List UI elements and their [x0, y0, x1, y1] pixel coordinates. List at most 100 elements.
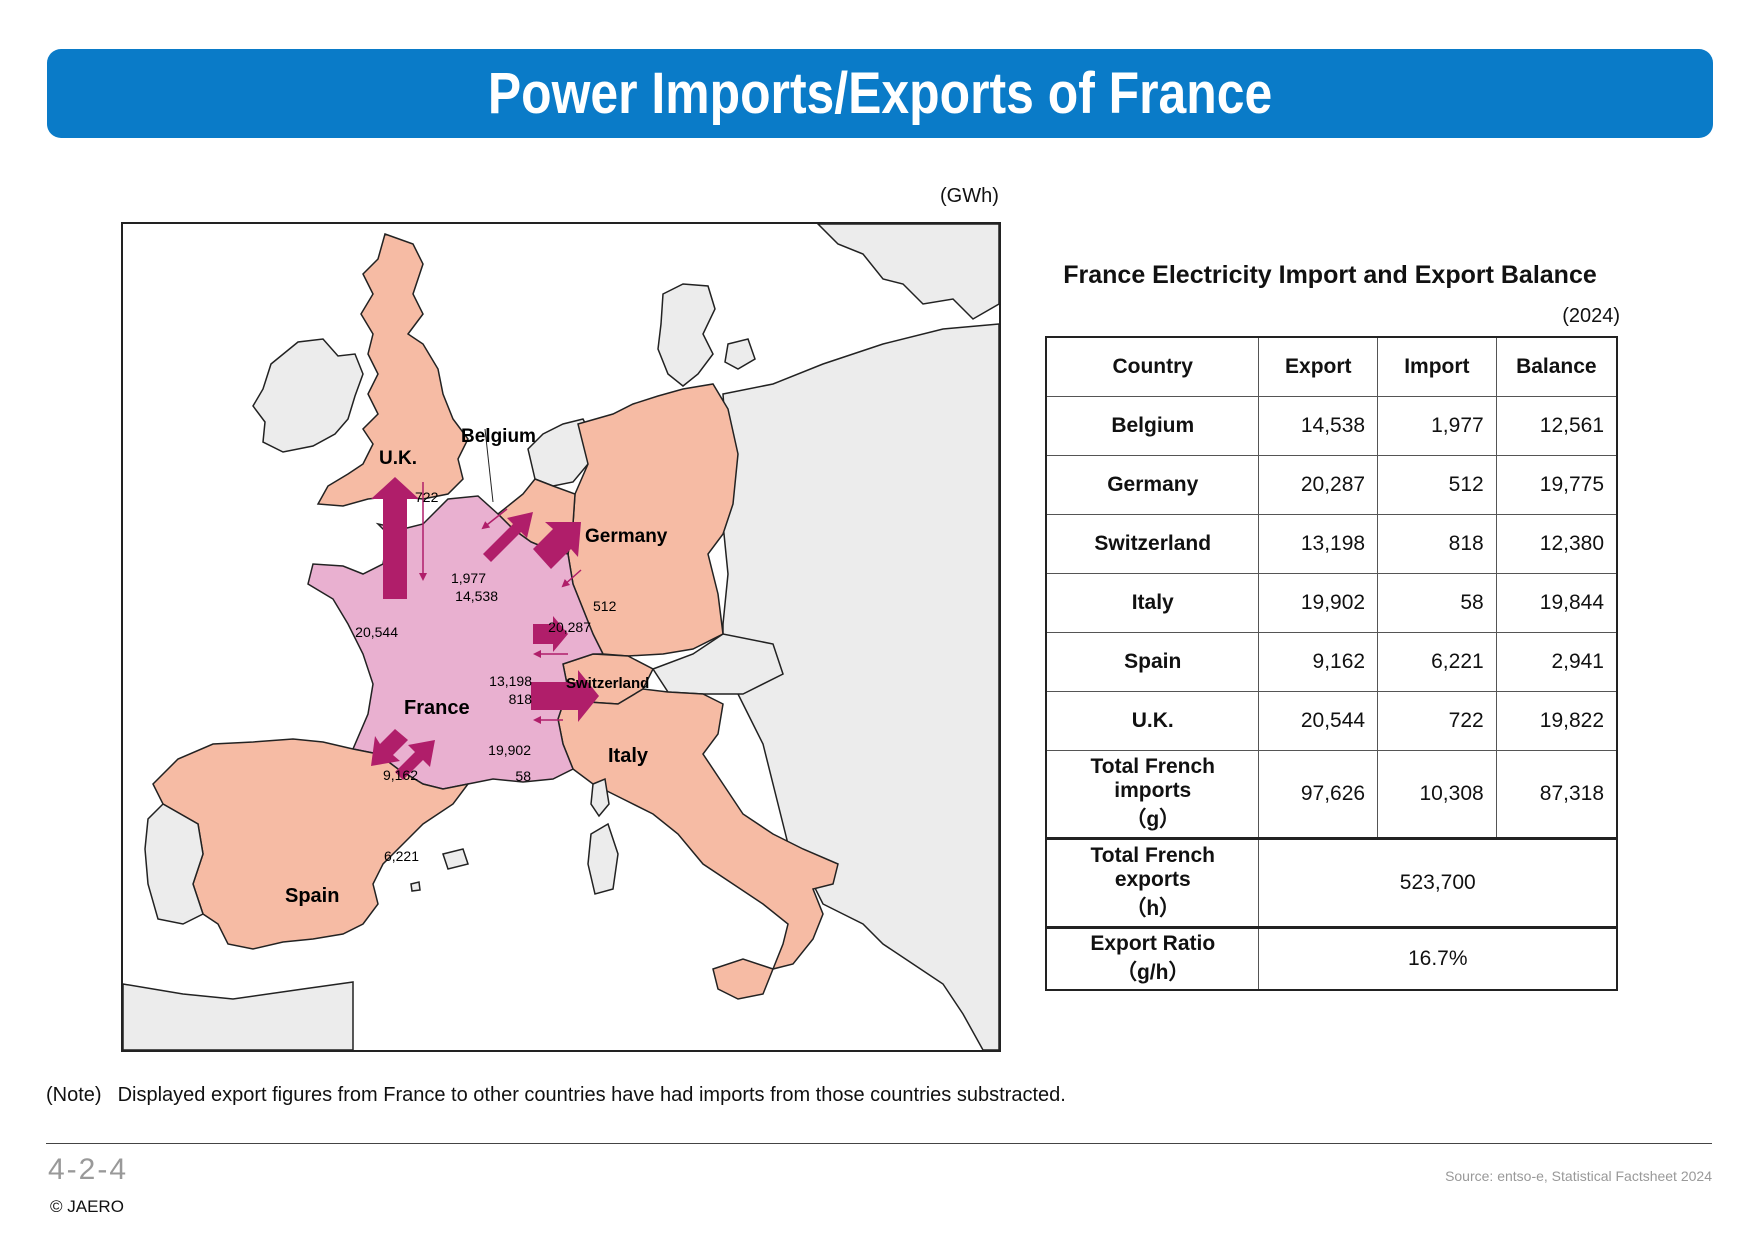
north-africa-shape [123, 981, 354, 1050]
total-exports-label-line1: Total French exports [1090, 844, 1215, 891]
germany-export-arrow [533, 522, 581, 569]
portugal-shape [144, 803, 204, 925]
flow-italy-import: 58 [515, 768, 531, 784]
page-number: 4-2-4 [48, 1153, 129, 1186]
sicily-shape [712, 958, 774, 1000]
cell-balance: 2,941 [1495, 632, 1618, 692]
cell-country: Switzerland [1045, 514, 1260, 574]
title-banner: Power Imports/Exports of France [47, 49, 1713, 138]
cell-export: 13,198 [1258, 514, 1379, 574]
uk-export-arrow [371, 477, 419, 599]
label-uk: U.K. [379, 448, 417, 469]
total-exports-row: Total French exports （h） 523,700 [1045, 837, 1618, 928]
cell-export: 9,162 [1258, 632, 1379, 692]
table-row: Italy 19,902 58 19,844 [1045, 573, 1618, 633]
header-country: Country [1045, 336, 1260, 397]
total-imports-label-line1: Total French imports [1090, 755, 1215, 802]
label-france: France [404, 697, 470, 719]
table-row: U.K. 20,544 722 19,822 [1045, 691, 1618, 751]
header-import: Import [1377, 336, 1497, 397]
footnote: (Note) Displayed export figures from Fran… [46, 1084, 1066, 1107]
label-belgium: Belgium [461, 426, 536, 447]
flow-switzerland-export: 13,198 [489, 673, 532, 689]
cell-balance: 12,380 [1495, 514, 1618, 574]
cell-export: 20,287 [1258, 455, 1379, 515]
denmark-shape [657, 283, 716, 387]
total-imports-row: Total French imports （g） 97,626 10,308 8… [1045, 750, 1618, 839]
spain-import-arrow [395, 740, 435, 780]
germany-shape [567, 383, 739, 657]
label-italy: Italy [608, 745, 649, 767]
cell-import: 6,221 [1377, 632, 1497, 692]
total-imports-export: 97,626 [1258, 750, 1379, 839]
uk-shape [316, 233, 469, 507]
cell-balance: 12,561 [1495, 396, 1618, 456]
export-ratio-value: 16.7% [1258, 926, 1618, 991]
cell-country: Spain [1045, 632, 1260, 692]
table-header-row: Country Export Import Balance [1045, 336, 1618, 397]
balance-table: Country Export Import Balance Belgium 14… [1045, 336, 1618, 991]
source-credit: Source: entso-e, Statistical Factsheet 2… [1445, 1168, 1712, 1184]
flow-spain-export: 9,162 [383, 767, 418, 783]
cell-export: 20,544 [1258, 691, 1379, 751]
cell-import: 1,977 [1377, 396, 1497, 456]
footer-divider [46, 1143, 1712, 1144]
total-imports-import: 10,308 [1377, 750, 1497, 839]
label-spain: Spain [285, 885, 339, 907]
flow-switzerland-import: 818 [509, 691, 533, 707]
flow-belgium-import: 1,977 [451, 570, 486, 586]
ireland-shape [252, 338, 364, 453]
cell-country: Italy [1045, 573, 1260, 633]
switzerland-export-arrow [533, 616, 568, 652]
total-imports-label-line2: （g） [1125, 808, 1181, 831]
sardinia-shape [587, 822, 619, 895]
cell-country: Germany [1045, 455, 1260, 515]
total-imports-label: Total French imports （g） [1045, 750, 1260, 839]
scandinavia-shape [816, 224, 999, 320]
map-svg: U.K. Belgium Germany France Switzerland … [123, 224, 999, 1050]
flow-belgium-export: 14,538 [455, 588, 498, 604]
italy-shape [557, 687, 839, 971]
germany-import-arrow [561, 569, 582, 588]
spain-export-arrow [371, 729, 408, 766]
belgium-import-arrow [481, 508, 508, 530]
cell-balance: 19,844 [1495, 573, 1618, 633]
table-row: Spain 9,162 6,221 2,941 [1045, 632, 1618, 692]
unit-label: (GWh) [940, 185, 999, 207]
table-title: France Electricity Import and Export Bal… [1063, 261, 1597, 289]
header-export: Export [1258, 336, 1379, 397]
flow-germany-export: 20,287 [548, 619, 591, 635]
flow-germany-import: 512 [593, 598, 617, 614]
export-ratio-row: Export Ratio（g/h） 16.7% [1045, 926, 1618, 991]
note-text: Displayed export figures from France to … [117, 1084, 1066, 1106]
note-label: (Note) [46, 1084, 102, 1106]
total-exports-value: 523,700 [1258, 837, 1618, 928]
balearic-island-small [410, 881, 421, 892]
europe-map: U.K. Belgium Germany France Switzerland … [121, 222, 1001, 1052]
flow-uk-export: 20,544 [355, 624, 398, 640]
copyright: © JAERO [50, 1197, 124, 1216]
cell-country: U.K. [1045, 691, 1260, 751]
total-exports-label: Total French exports （h） [1045, 837, 1260, 928]
label-germany: Germany [585, 526, 668, 547]
belgium-export-arrow [483, 512, 533, 562]
page-title: Power Imports/Exports of France [487, 61, 1273, 126]
table-row: Switzerland 13,198 818 12,380 [1045, 514, 1618, 574]
flow-uk-import: 722 [415, 489, 439, 505]
cell-country: Belgium [1045, 396, 1260, 456]
belgium-pointer [484, 428, 494, 503]
cell-balance: 19,822 [1495, 691, 1618, 751]
total-exports-label-line2: （h） [1125, 897, 1181, 920]
cell-import: 722 [1377, 691, 1497, 751]
flow-spain-import: 6,221 [384, 848, 419, 864]
header-balance: Balance [1495, 336, 1618, 397]
flow-italy-export: 19,902 [488, 742, 531, 758]
balearic-island [442, 848, 469, 870]
label-switzerland: Switzerland [566, 675, 649, 692]
cell-balance: 19,775 [1495, 455, 1618, 515]
danish-island [724, 338, 756, 370]
table-row: Germany 20,287 512 19,775 [1045, 455, 1618, 515]
spain-shape [152, 738, 470, 950]
total-imports-balance: 87,318 [1495, 750, 1618, 839]
cell-export: 14,538 [1258, 396, 1379, 456]
